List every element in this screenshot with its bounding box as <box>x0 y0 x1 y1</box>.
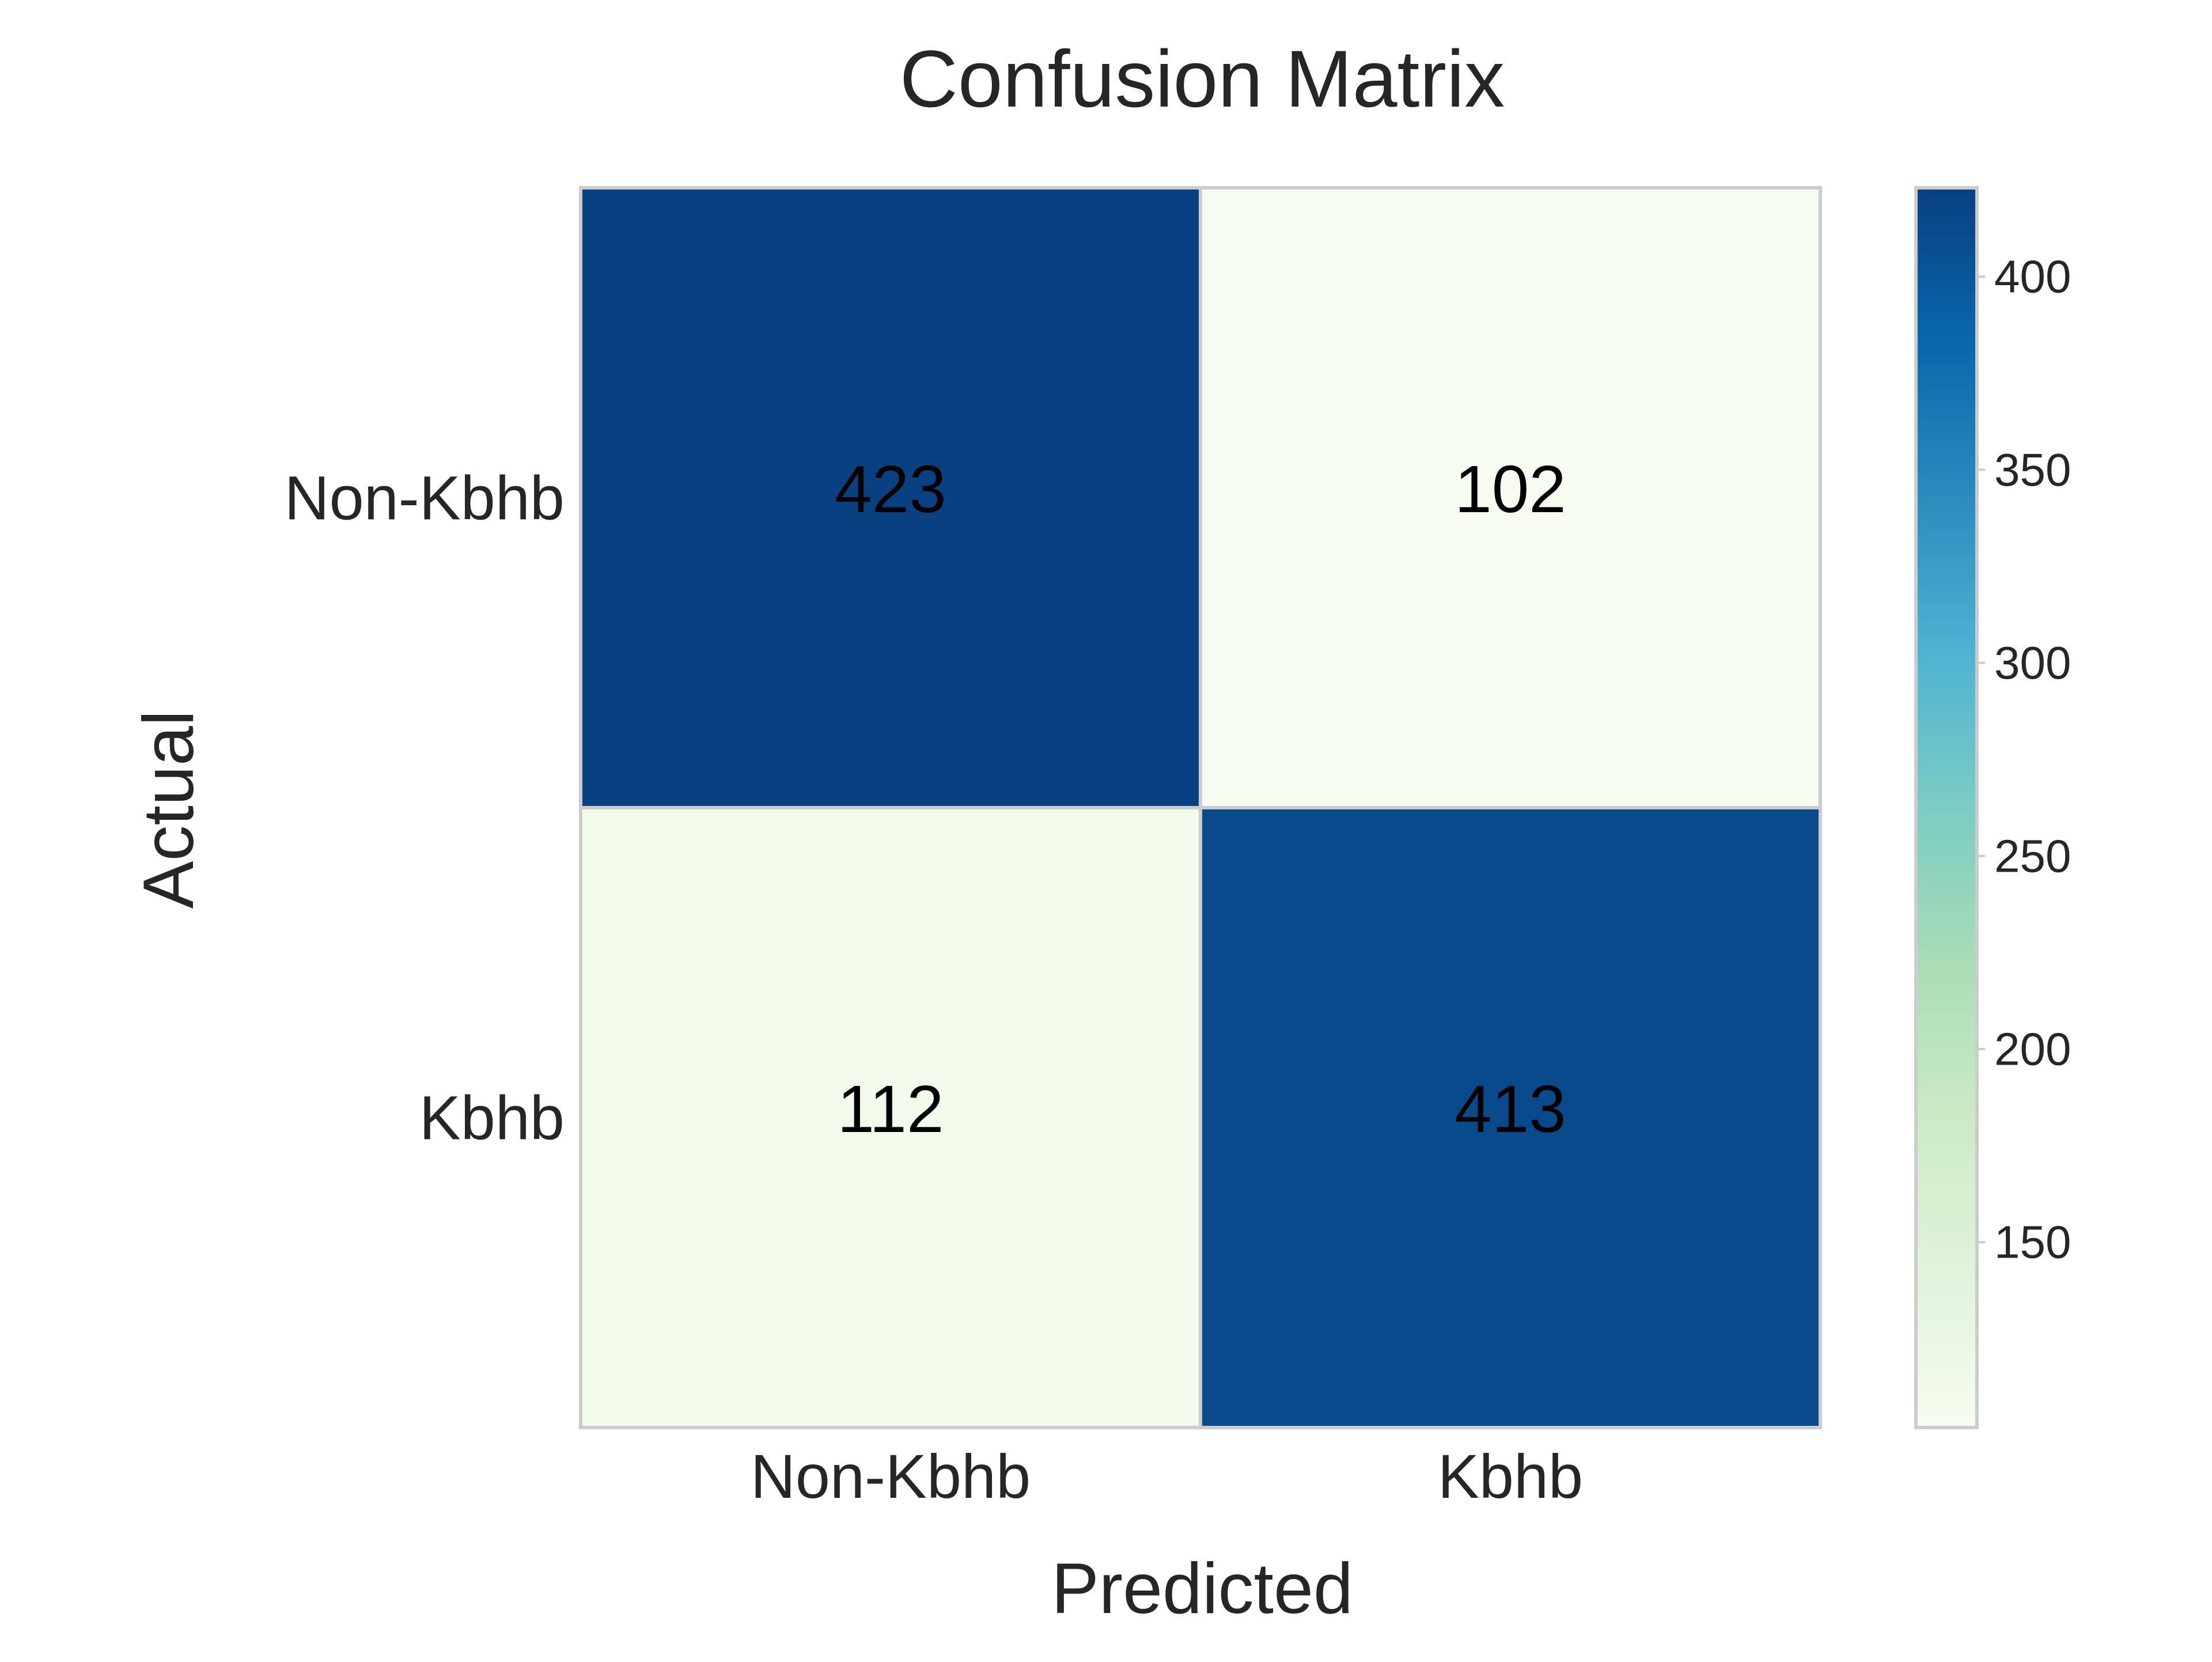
colorbar-tick-labels: 150 200 250 300 350 400 <box>1977 251 2071 1268</box>
x-axis-label: Predicted <box>1051 1549 1353 1629</box>
heatmap-cells <box>579 186 1822 1429</box>
colorbar-tick-label: 300 <box>1994 637 2071 688</box>
y-tick-label: Non-Kbhb <box>285 463 565 533</box>
heatmap-cell <box>579 806 1202 1429</box>
heatmap-cell <box>1199 806 1822 1429</box>
colorbar-tick-label: 200 <box>1994 1024 2071 1075</box>
y-axis-label: Actual <box>129 710 209 909</box>
y-tick-label: Kbhb <box>419 1083 565 1153</box>
plot-frame <box>579 186 1822 1429</box>
colorbar-tick-label: 150 <box>1994 1217 2071 1268</box>
x-tick-label: Non-Kbhb <box>751 1441 1031 1511</box>
x-tick-label: Kbhb <box>1438 1441 1583 1511</box>
cell-value: 102 <box>1455 452 1566 527</box>
colorbar-frame <box>1914 186 1979 1429</box>
x-tick-labels: Non-Kbhb Kbhb <box>751 1441 1583 1511</box>
heatmap-cell <box>579 186 1202 809</box>
chart-title: Confusion Matrix <box>900 33 1505 124</box>
y-tick-labels: Non-Kbhb Kbhb <box>285 463 565 1153</box>
colorbar-tick-label: 350 <box>1994 444 2071 495</box>
colorbar: 150 200 250 300 350 400 <box>1914 186 2071 1429</box>
heatmap-cell <box>1199 186 1822 809</box>
colorbar-tick-label: 400 <box>1994 251 2071 302</box>
colorbar-gradient <box>1916 188 1977 1428</box>
cell-value: 112 <box>838 1072 944 1146</box>
cell-value: 413 <box>1455 1072 1566 1146</box>
colorbar-tick-label: 250 <box>1994 830 2071 881</box>
cell-value: 423 <box>835 452 946 527</box>
cell-annotations: 423 102 112 413 <box>835 452 1566 1146</box>
